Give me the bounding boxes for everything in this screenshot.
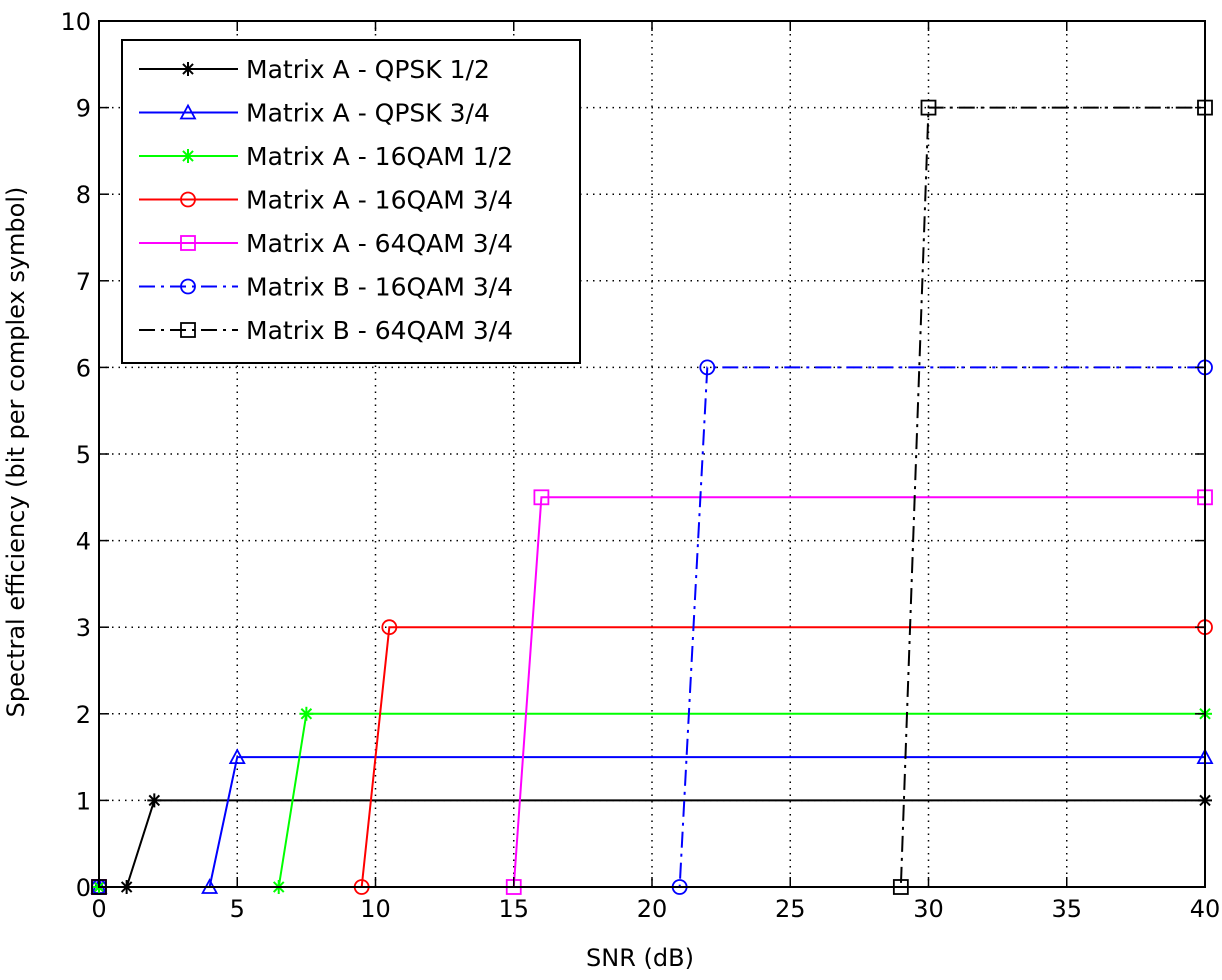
y-tick-label: 1	[76, 787, 91, 815]
legend-box	[121, 39, 581, 364]
y-tick-label: 0	[76, 874, 91, 902]
star-marker	[181, 149, 195, 163]
legend-label: Matrix A - QPSK 1/2	[246, 55, 490, 84]
y-tick-label: 4	[76, 528, 91, 556]
y-tick-label: 3	[76, 614, 91, 642]
x-tick-label: 5	[230, 895, 245, 923]
star-marker	[181, 62, 195, 76]
legend-entry: Matrix A - 16QAM 1/2	[139, 142, 513, 171]
star-marker	[299, 706, 314, 721]
legend-label: Matrix A - QPSK 3/4	[246, 99, 490, 128]
axes	[98, 20, 1206, 888]
legend-entry: Matrix A - 16QAM 3/4	[139, 186, 513, 215]
y-tick-label: 7	[76, 268, 91, 296]
triangle-marker	[228, 748, 246, 764]
x-tick-label: 35	[1051, 895, 1082, 923]
legend-entry: Matrix B - 16QAM 3/4	[139, 273, 513, 302]
square-marker	[920, 99, 937, 116]
x-tick-label: 40	[1190, 895, 1221, 923]
legend-label: Matrix B - 16QAM 3/4	[246, 273, 513, 302]
y-tick-label: 6	[76, 354, 91, 382]
y-tick-label: 9	[76, 95, 91, 123]
y-axis-label: Spectral efficiency (bit per complex sym…	[2, 187, 30, 718]
x-tick-label: 15	[498, 895, 529, 923]
legend-label: Matrix A - 16QAM 1/2	[246, 142, 513, 171]
circle-marker	[699, 359, 716, 376]
legend-entry: Matrix B - 64QAM 3/4	[139, 316, 513, 345]
star-marker	[147, 793, 162, 808]
x-tick-label: 10	[360, 895, 391, 923]
y-tick-label: 2	[76, 701, 91, 729]
legend-label: Matrix B - 64QAM 3/4	[246, 316, 513, 345]
tick-labels: 0 5 10 15 20 25 30 35 40 0 1 2 3 4 5 6 7 8 9 10	[60, 8, 1220, 923]
square-marker	[533, 489, 550, 506]
square-marker	[180, 235, 196, 251]
legend-label: Matrix A - 16QAM 3/4	[246, 186, 513, 215]
y-tick-label: 8	[76, 181, 91, 209]
square-marker	[180, 322, 196, 338]
legend-entry: Matrix A - QPSK 3/4	[139, 99, 490, 128]
triangle-marker	[179, 103, 197, 120]
y-tick-label: 5	[76, 441, 91, 469]
y-tick-label: 10	[60, 8, 91, 36]
legend-label: Matrix A - 64QAM 3/4	[246, 229, 513, 258]
legend-entry: Matrix A - QPSK 1/2	[139, 55, 490, 84]
x-tick-label: 0	[91, 895, 106, 923]
circle-marker	[180, 191, 196, 208]
x-tick-label: 20	[637, 895, 668, 923]
circle-marker	[180, 278, 196, 295]
series-line	[99, 106, 1205, 888]
x-tick-label: 30	[913, 895, 944, 923]
x-axis-label: SNR (dB)	[586, 944, 694, 972]
legend: Matrix A - QPSK 1/2 Matrix A - QPSK 3/4 Ma…	[121, 39, 581, 364]
x-tick-label: 25	[775, 895, 806, 923]
legend-entry: Matrix A - 64QAM 3/4	[139, 229, 513, 258]
circle-marker	[381, 619, 398, 636]
